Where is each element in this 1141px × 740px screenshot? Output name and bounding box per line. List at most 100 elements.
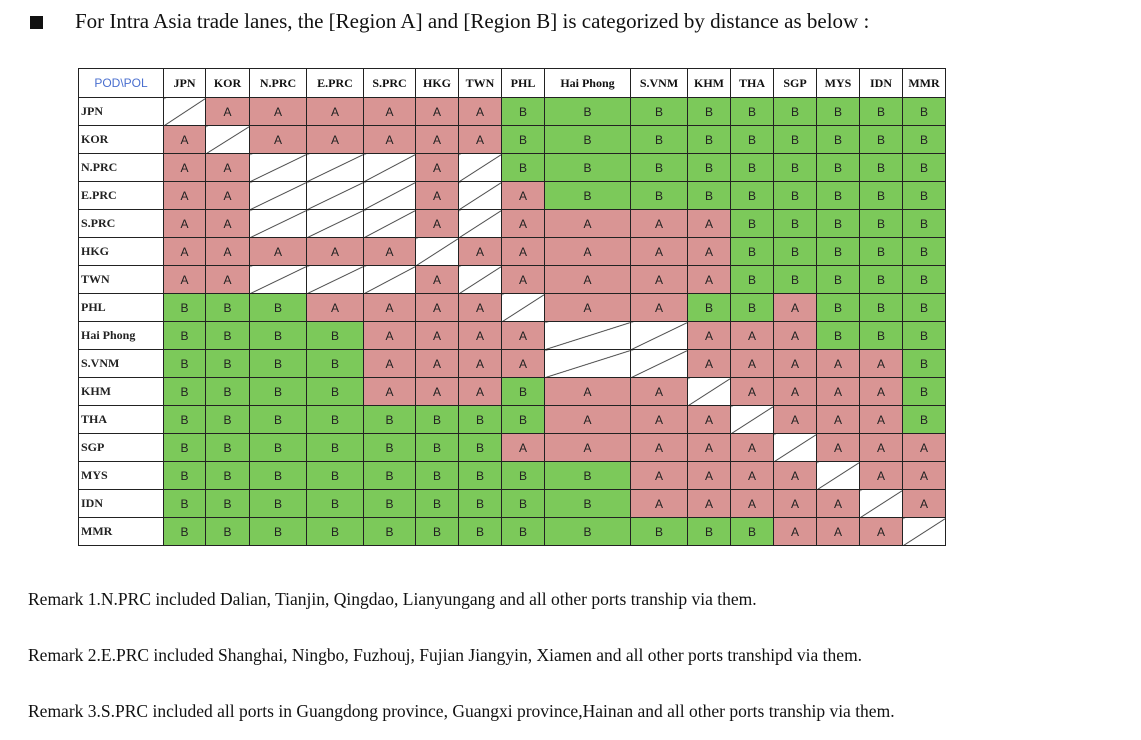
region-a-cell: A bbox=[773, 489, 817, 518]
region-a-cell: A bbox=[501, 265, 545, 294]
region-b-cell: B bbox=[730, 125, 774, 154]
region-a-cell: A bbox=[363, 237, 416, 266]
region-a-cell: A bbox=[773, 405, 817, 434]
not-applicable-cell bbox=[249, 181, 307, 210]
region-a-cell: A bbox=[630, 209, 688, 238]
not-applicable-cell bbox=[859, 489, 903, 518]
region-b-cell: B bbox=[902, 293, 946, 322]
region-b-cell: B bbox=[902, 321, 946, 350]
table-row: N.PRC A A A B B B B B B B B B bbox=[78, 153, 946, 182]
not-applicable-cell bbox=[687, 377, 731, 406]
region-b-cell: B bbox=[163, 433, 206, 462]
region-b-cell: B bbox=[249, 321, 307, 350]
region-a-cell: A bbox=[816, 405, 860, 434]
region-b-cell: B bbox=[363, 517, 416, 546]
row-header: JPN bbox=[78, 97, 164, 126]
region-a-cell: A bbox=[363, 321, 416, 350]
region-b-cell: B bbox=[205, 517, 250, 546]
row-header: THA bbox=[78, 405, 164, 434]
region-a-cell: A bbox=[415, 265, 459, 294]
region-b-cell: B bbox=[902, 265, 946, 294]
region-a-cell: A bbox=[501, 237, 545, 266]
table-row: S.VNM B B B B A A A A A A A A A B bbox=[78, 349, 946, 378]
region-a-cell: A bbox=[458, 293, 502, 322]
region-a-cell: A bbox=[163, 209, 206, 238]
not-applicable-cell bbox=[363, 209, 416, 238]
region-a-cell: A bbox=[363, 349, 416, 378]
region-b-cell: B bbox=[501, 517, 545, 546]
table-row: SGP B B B B B B B A A A A A A A A bbox=[78, 433, 946, 462]
region-a-cell: A bbox=[773, 321, 817, 350]
region-b-cell: B bbox=[306, 489, 364, 518]
table-row: E.PRC A A A A B B B B B B B B bbox=[78, 181, 946, 210]
region-b-cell: B bbox=[163, 489, 206, 518]
not-applicable-cell bbox=[249, 153, 307, 182]
region-b-cell: B bbox=[458, 405, 502, 434]
region-a-cell: A bbox=[687, 321, 731, 350]
region-a-cell: A bbox=[501, 209, 545, 238]
table-body: JPN A A A A A A B B B B B B B B B KOR A A A A A A B B B B B B B B B N.PR… bbox=[78, 97, 946, 546]
region-a-cell: A bbox=[458, 349, 502, 378]
region-a-cell: A bbox=[730, 377, 774, 406]
region-b-cell: B bbox=[859, 293, 903, 322]
remark-3: Remark 3.S.PRC included all ports in Gua… bbox=[28, 701, 895, 721]
region-b-cell: B bbox=[630, 97, 688, 126]
region-a-cell: A bbox=[544, 433, 631, 462]
region-a-cell: A bbox=[544, 293, 631, 322]
region-b-cell: B bbox=[163, 517, 206, 546]
region-a-cell: A bbox=[458, 377, 502, 406]
region-a-cell: A bbox=[859, 433, 903, 462]
table-row: KHM B B B B A A A B A A A A A A B bbox=[78, 377, 946, 406]
not-applicable-cell bbox=[363, 181, 416, 210]
region-a-cell: A bbox=[415, 181, 459, 210]
region-a-cell: A bbox=[306, 125, 364, 154]
region-a-cell: A bbox=[902, 461, 946, 490]
region-a-cell: A bbox=[687, 405, 731, 434]
region-a-cell: A bbox=[630, 237, 688, 266]
heading-text: For Intra Asia trade lanes, the [Region … bbox=[75, 8, 870, 33]
region-a-cell: A bbox=[415, 125, 459, 154]
region-a-cell: A bbox=[859, 461, 903, 490]
row-header: N.PRC bbox=[78, 153, 164, 182]
region-a-cell: A bbox=[630, 433, 688, 462]
region-b-cell: B bbox=[363, 405, 416, 434]
row-header: S.VNM bbox=[78, 349, 164, 378]
row-header: SGP bbox=[78, 433, 164, 462]
not-applicable-cell bbox=[458, 153, 502, 182]
region-a-cell: A bbox=[163, 125, 206, 154]
region-a-cell: A bbox=[306, 97, 364, 126]
region-b-cell: B bbox=[816, 181, 860, 210]
region-a-cell: A bbox=[249, 97, 307, 126]
region-b-cell: B bbox=[249, 293, 307, 322]
region-b-cell: B bbox=[773, 265, 817, 294]
region-a-cell: A bbox=[415, 293, 459, 322]
region-a-cell: A bbox=[687, 461, 731, 490]
column-header: E.PRC bbox=[306, 68, 364, 98]
region-a-cell: A bbox=[501, 433, 545, 462]
column-header: HKG bbox=[415, 68, 459, 98]
region-b-cell: B bbox=[249, 517, 307, 546]
region-b-cell: B bbox=[859, 321, 903, 350]
region-a-cell: A bbox=[730, 433, 774, 462]
region-b-cell: B bbox=[458, 517, 502, 546]
region-a-cell: A bbox=[773, 349, 817, 378]
remark-2: Remark 2.E.PRC included Shanghai, Ningbo… bbox=[28, 645, 863, 665]
region-a-cell: A bbox=[859, 517, 903, 546]
table-row: PHL B B B A A A A A A B B A B B B bbox=[78, 293, 946, 322]
region-b-cell: B bbox=[415, 517, 459, 546]
region-a-cell: A bbox=[363, 125, 416, 154]
region-b-cell: B bbox=[773, 153, 817, 182]
row-header: Hai Phong bbox=[78, 321, 164, 350]
region-a-cell: A bbox=[306, 293, 364, 322]
region-b-cell: B bbox=[859, 181, 903, 210]
column-header: S.VNM bbox=[630, 68, 688, 98]
region-b-cell: B bbox=[773, 97, 817, 126]
region-b-cell: B bbox=[249, 461, 307, 490]
region-b-cell: B bbox=[730, 153, 774, 182]
region-b-cell: B bbox=[859, 237, 903, 266]
region-a-cell: A bbox=[205, 265, 250, 294]
region-a-cell: A bbox=[773, 461, 817, 490]
not-applicable-cell bbox=[501, 293, 545, 322]
region-b-cell: B bbox=[859, 209, 903, 238]
region-b-cell: B bbox=[902, 125, 946, 154]
